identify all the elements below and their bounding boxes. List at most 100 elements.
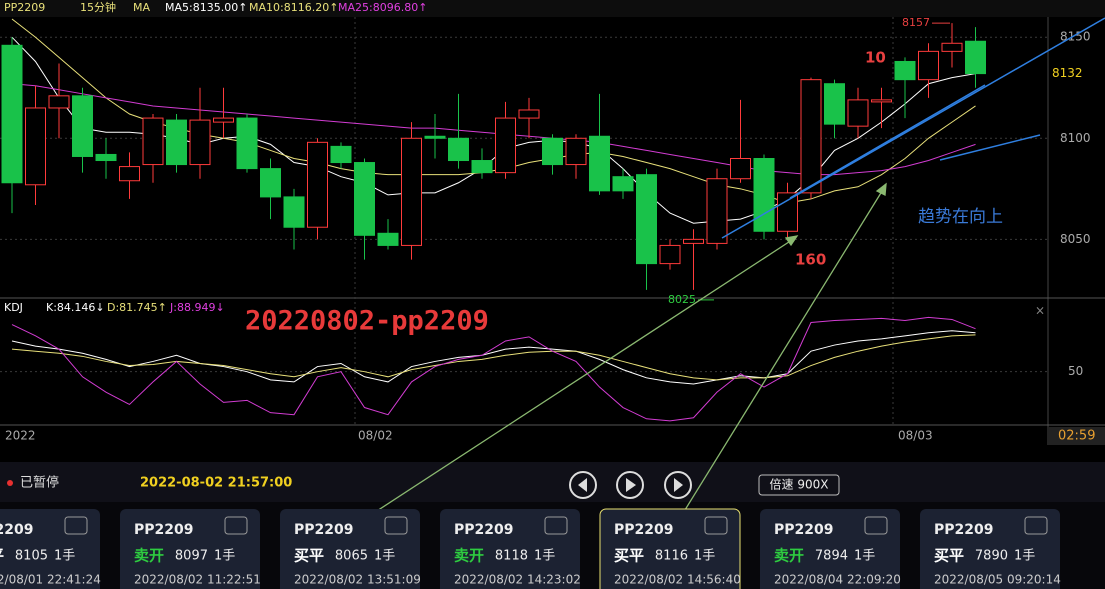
- kdj-line: [11, 330, 976, 385]
- card-symbol: PP2209: [454, 522, 514, 538]
- current-price: 8132: [1052, 66, 1083, 80]
- candle-body: [495, 117, 516, 174]
- trade-card[interactable]: PP2209 买平 7890 1手 2022/08/05 09:20:14: [920, 509, 1061, 589]
- candle-body: [706, 178, 728, 244]
- low-label: 8025: [668, 293, 696, 306]
- kdj-k: K:84.146↓: [46, 301, 105, 314]
- card-price: 8116: [655, 549, 688, 564]
- trade-card[interactable]: PP2209 卖开 7894 1手 2022/08/04 22:09:20: [760, 509, 901, 589]
- candle-body: [636, 174, 657, 265]
- card-icon: [544, 516, 568, 535]
- player-bar: [0, 462, 1105, 502]
- play-button[interactable]: [616, 471, 644, 499]
- candle-body: [166, 119, 187, 166]
- card-time: 2022/08/04 22:09:20: [774, 573, 901, 587]
- x-label: 2022: [5, 429, 36, 443]
- card-side: 买平: [294, 547, 324, 565]
- candle-body: [894, 60, 916, 81]
- high-label: 8157: [902, 16, 930, 29]
- trade-card[interactable]: PP2209 卖开 8097 1手 2022/08/02 11:22:51: [120, 509, 261, 589]
- trade-card[interactable]: PP2209 卖开 8118 1手 2022/08/02 14:23:02: [440, 509, 581, 589]
- card-icon: [704, 516, 728, 535]
- candle-body: [189, 119, 211, 166]
- candle-body: [612, 176, 634, 192]
- speed: 倍速 900X: [770, 477, 829, 492]
- trade-cards: PP2209 买平 8105 1手 2022/08/01 22:41:24 PP2209 卖…: [0, 508, 1061, 589]
- candle-body: [401, 137, 422, 246]
- trend-line: [721, 17, 1105, 239]
- ma5-label: MA5:8135.00↑: [165, 1, 247, 14]
- candle-body: [448, 137, 469, 162]
- close-icon[interactable]: ×: [1035, 304, 1045, 318]
- card-qty: 1手: [54, 549, 75, 564]
- card-time: 2022/08/02 14:56:40: [614, 573, 741, 587]
- card-price: 8065: [335, 549, 368, 564]
- play-icon: [626, 478, 636, 492]
- x-label: 08/03: [898, 429, 933, 443]
- kdj-line: [11, 334, 976, 381]
- trend-line: [789, 84, 986, 199]
- candle-body: [847, 99, 869, 127]
- candle-body: [236, 117, 258, 170]
- candle-body: [659, 244, 681, 265]
- candle-body: [683, 238, 704, 244]
- card-price: 8097: [175, 549, 208, 564]
- ma25-label: MA25:8096.80↑: [338, 1, 427, 14]
- card-symbol: PP2209: [0, 522, 34, 538]
- y-tick-label: 8050: [1060, 232, 1091, 246]
- card-time: 2022/08/02 14:23:02: [454, 573, 581, 587]
- card-icon: [1024, 516, 1048, 535]
- candle-body: [48, 95, 70, 109]
- arrow-head: [784, 235, 799, 247]
- card-qty: 1手: [1014, 549, 1035, 564]
- candle-body: [565, 137, 587, 166]
- kdj-j: J:88.949↓: [169, 301, 225, 314]
- card-price: 8118: [495, 549, 528, 564]
- next-button[interactable]: [664, 471, 692, 499]
- prev-button[interactable]: [569, 471, 597, 499]
- card-qty: 1手: [374, 549, 395, 564]
- trade-card[interactable]: PP2209 买平 8116 1手 2022/08/02 14:56:40: [599, 508, 741, 589]
- candle-body: [800, 79, 822, 194]
- status-dot: [7, 480, 13, 486]
- time-box: [1049, 427, 1105, 445]
- datetime: 2022-08-02 21:57:00: [140, 476, 292, 491]
- card-side: 卖开: [774, 547, 804, 565]
- indicator[interactable]: MA: [133, 1, 150, 14]
- trade-card[interactable]: PP2209 买平 8065 1手 2022/08/02 13:51:09: [280, 509, 421, 589]
- card-qty: 1手: [694, 549, 715, 564]
- watermark: 20220802-pp2209: [245, 306, 489, 337]
- card-icon: [864, 516, 888, 535]
- candle-body: [307, 141, 328, 228]
- trend-line: [939, 134, 1041, 161]
- candle-body: [965, 40, 986, 75]
- trade-card[interactable]: PP2209 买平 8105 1手 2022/08/01 22:41:24: [0, 509, 101, 589]
- candle-body: [730, 158, 751, 180]
- card-time: 2022/08/02 13:51:09: [294, 573, 421, 587]
- card-qty: 1手: [854, 549, 875, 564]
- card-price: 7894: [815, 549, 848, 564]
- note: 160: [795, 251, 826, 269]
- symbol: PP2209: [4, 1, 45, 14]
- header-bar: [0, 0, 1105, 17]
- candle-body: [72, 95, 93, 157]
- candle-body: [753, 158, 775, 232]
- card-qty: 1手: [534, 549, 555, 564]
- card-side: 卖开: [134, 547, 164, 565]
- card-symbol: PP2209: [294, 522, 354, 538]
- candle-body: [142, 117, 164, 166]
- card-icon: [64, 516, 88, 535]
- card-side: 买平: [934, 547, 964, 565]
- candle-body: [518, 109, 540, 119]
- next-icon: [674, 478, 685, 492]
- card-bg: [0, 509, 100, 589]
- candle-body: [941, 42, 963, 52]
- candle-body: [260, 168, 281, 198]
- speed-box[interactable]: [758, 474, 840, 496]
- candle-body: [119, 166, 140, 182]
- x-label: 08/02: [358, 429, 393, 443]
- card-price: 8105: [15, 549, 48, 564]
- card-time: 2022/08/01 22:41:24: [0, 573, 101, 587]
- card-price: 7890: [975, 549, 1008, 564]
